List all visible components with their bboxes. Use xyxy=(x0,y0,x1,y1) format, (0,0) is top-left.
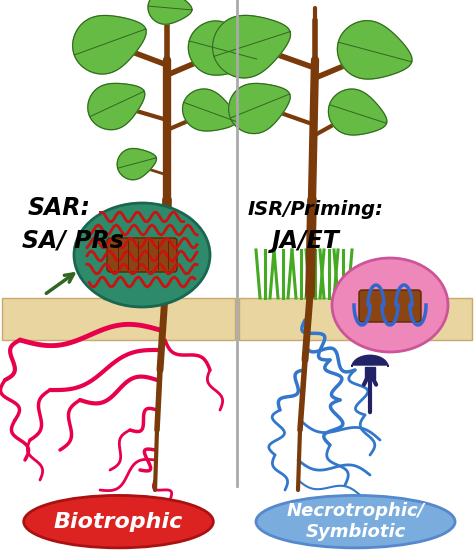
Polygon shape xyxy=(228,83,290,134)
Text: SAR:: SAR: xyxy=(28,196,91,220)
FancyBboxPatch shape xyxy=(107,238,177,272)
FancyBboxPatch shape xyxy=(2,298,235,340)
Polygon shape xyxy=(337,20,412,79)
Polygon shape xyxy=(352,355,388,367)
FancyBboxPatch shape xyxy=(359,290,421,322)
Text: JA/ET: JA/ET xyxy=(272,229,340,253)
Polygon shape xyxy=(188,21,257,75)
Ellipse shape xyxy=(24,496,213,548)
Text: Biotrophic: Biotrophic xyxy=(54,512,183,532)
Polygon shape xyxy=(182,89,237,131)
Ellipse shape xyxy=(332,258,448,352)
Text: Necrotrophic/
Symbiotic: Necrotrophic/ Symbiotic xyxy=(286,502,425,541)
Polygon shape xyxy=(117,148,156,180)
FancyBboxPatch shape xyxy=(239,298,472,340)
Ellipse shape xyxy=(256,496,455,548)
Text: ISR/Priming:: ISR/Priming: xyxy=(248,200,384,219)
Polygon shape xyxy=(88,83,145,130)
Ellipse shape xyxy=(74,203,210,307)
Polygon shape xyxy=(365,367,375,379)
Polygon shape xyxy=(148,0,192,24)
Polygon shape xyxy=(328,89,387,135)
Polygon shape xyxy=(73,15,146,74)
Text: SA/ PRs: SA/ PRs xyxy=(22,229,124,253)
Polygon shape xyxy=(212,15,291,78)
